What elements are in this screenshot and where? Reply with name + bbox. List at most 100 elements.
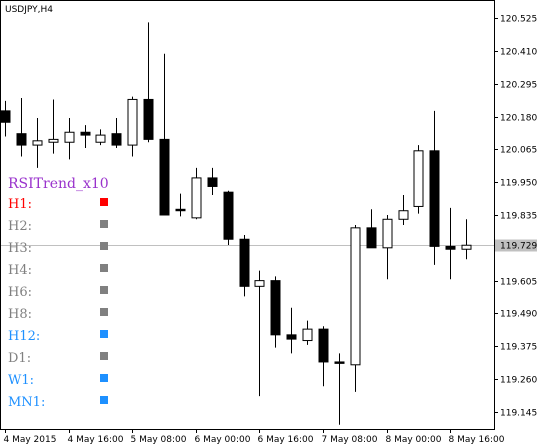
candle-body-bull: [413, 150, 424, 207]
candle-body-bear: [111, 133, 122, 146]
candle-body-bull: [48, 138, 59, 143]
chart-frame: [0, 0, 495, 430]
price-tick-label: 119.950: [500, 179, 537, 189]
candle: [366, 209, 377, 249]
indicator-row: H12:: [8, 329, 108, 344]
candle-body-bull: [64, 131, 75, 143]
candle-body-bear: [223, 191, 234, 240]
candles-group: [0, 22, 472, 425]
candle-body-bear: [445, 245, 456, 250]
time-tick-label: 4 May 2015: [4, 435, 57, 445]
price-tick-label: 119.490: [500, 310, 537, 320]
candle: [445, 207, 456, 280]
candle-body-bear: [239, 238, 250, 287]
candle: [254, 270, 265, 397]
candle: [302, 320, 313, 345]
indicator-row: H4:: [8, 263, 108, 278]
price-tick-label: 120.525: [500, 15, 537, 25]
price-tick-label: 119.260: [500, 376, 537, 386]
indicator-row: MN1:: [8, 395, 108, 410]
candle-body-bear: [270, 280, 281, 336]
timeframe-label: H3:: [8, 241, 32, 256]
candle-body-bear: [207, 177, 218, 187]
candle: [95, 129, 106, 146]
price-tick-label: 119.835: [500, 212, 537, 222]
price-tick-label: 119.605: [500, 278, 537, 288]
trend-square: [100, 330, 108, 338]
candle: [175, 193, 186, 217]
candle: [318, 326, 329, 387]
indicator-row: H6:: [8, 285, 108, 300]
candle: [64, 117, 75, 160]
indicator-row: H2:: [8, 219, 108, 234]
indicator-row: H8:: [8, 307, 108, 322]
indicator-title: RSITrend_x10: [8, 176, 109, 192]
candle-body-bear: [429, 150, 440, 247]
candle: [286, 307, 297, 354]
candle-body-bull: [461, 244, 472, 250]
candle: [16, 98, 27, 157]
candle-body-bull: [127, 98, 138, 146]
price-tick-label: 119.375: [500, 343, 537, 353]
indicator-row: H1:: [8, 197, 108, 212]
chart-title: USDJPY,H4: [5, 5, 53, 15]
time-tick-label: 7 May 08:00: [322, 435, 378, 445]
candle: [270, 276, 281, 348]
timeframe-label: H8:: [8, 307, 32, 322]
timeframe-label: H6:: [8, 285, 32, 300]
price-tick-label: 119.145: [500, 409, 537, 419]
candle-body-bear: [159, 138, 170, 216]
timeframe-label: MN1:: [8, 395, 45, 410]
candle: [413, 145, 424, 214]
time-tick-label: 6 May 00:00: [195, 435, 251, 445]
candle: [0, 100, 11, 137]
candle: [127, 96, 138, 157]
timeframe-label: H1:: [8, 197, 32, 212]
candle: [334, 353, 345, 425]
time-axis: 4 May 2015 4 May 16:00 5 May 08:00 6 May 00…: [4, 429, 505, 445]
price-tick-label: 120.065: [500, 146, 537, 156]
timeframe-label: W1:: [8, 373, 34, 388]
price-tick-label: 120.295: [500, 81, 537, 91]
candle: [32, 117, 43, 168]
current-price-tag: 119.729: [495, 239, 537, 252]
trend-square: [100, 198, 108, 206]
candle: [350, 224, 361, 392]
trend-square: [100, 352, 108, 360]
trend-square: [100, 264, 108, 272]
candle: [48, 99, 59, 154]
candle-body-bear: [16, 133, 27, 146]
candle: [461, 219, 472, 260]
indicator-row: D1:: [8, 351, 108, 366]
time-tick-label: 8 May 16:00: [449, 435, 505, 445]
candle: [80, 125, 91, 148]
indicator-row: W1:: [8, 373, 108, 388]
candle-body-bull: [95, 134, 106, 143]
current-price-label: 119.729: [500, 242, 537, 252]
trend-square: [100, 220, 108, 228]
candle-body-bull: [350, 227, 361, 366]
price-tick-label: 120.410: [500, 48, 537, 58]
time-tick-label: 6 May 16:00: [258, 435, 314, 445]
candle-body-bull: [302, 328, 313, 342]
timeframe-label: H4:: [8, 263, 32, 278]
trend-square: [100, 374, 108, 382]
trend-square: [100, 286, 108, 294]
time-tick-label: 5 May 08:00: [131, 435, 187, 445]
time-tick-label: 8 May 00:00: [386, 435, 442, 445]
candle-body-bear: [143, 98, 154, 140]
rsitrend-panel: RSITrend_x10 H1: H2: H3: H4: H6: H8: H12: D1: W1…: [8, 176, 109, 410]
candle: [429, 110, 440, 265]
candle: [191, 167, 202, 220]
candle-body-bear: [334, 361, 345, 364]
candle: [239, 234, 250, 297]
timeframe-label: H12:: [8, 329, 40, 344]
time-tick-label: 4 May 16:00: [68, 435, 124, 445]
candle-body-bear: [318, 328, 329, 363]
indicator-row: H3:: [8, 241, 108, 256]
candle: [207, 167, 218, 196]
price-tick-label: 120.180: [500, 114, 537, 124]
timeframe-label: H2:: [8, 219, 32, 234]
candle: [111, 117, 122, 148]
